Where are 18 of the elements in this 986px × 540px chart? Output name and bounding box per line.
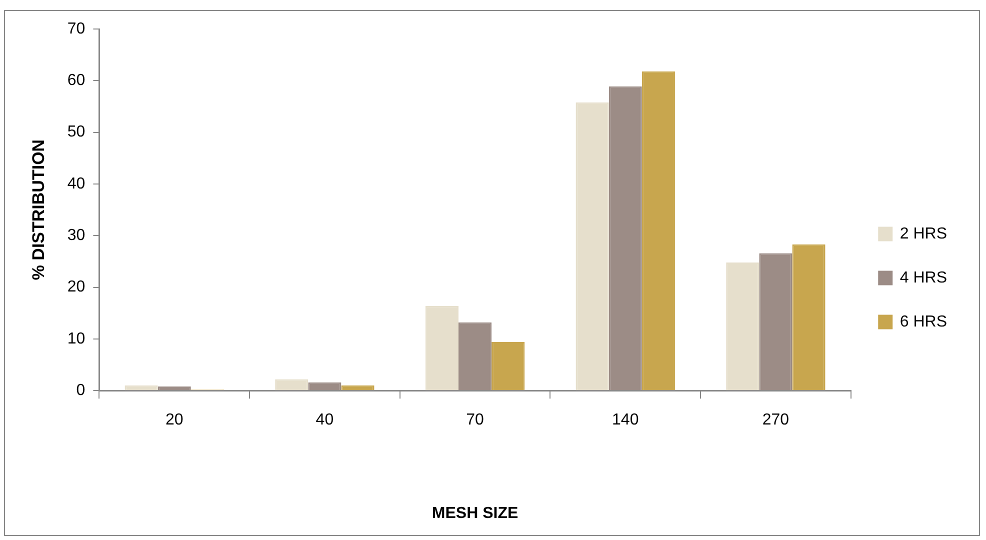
legend-label: 6 HRS [900,313,947,330]
y-tick-label: 20 [67,278,86,296]
y-tick-label: 40 [67,175,86,192]
x-tick-label: 40 [316,412,334,429]
legend-label: 4 HRS [900,269,947,286]
y-axis-title: % DISTRIBUTION [28,139,48,280]
y-tick-label: 70 [67,20,86,38]
x-tick-label: 140 [612,412,639,429]
legend-label: 2 HRS [900,225,947,242]
y-tick-label: 30 [67,227,86,244]
y-tick-label: 50 [67,124,86,141]
x-tick-label: 20 [165,412,184,429]
x-tick-label: 70 [466,412,484,429]
y-tick-label: 60 [67,72,86,90]
x-axis-title: MESH SIZE [432,504,518,522]
x-tick-label: 270 [762,412,790,429]
y-tick-label: 10 [67,330,86,348]
y-tick-label: 0 [76,382,86,400]
